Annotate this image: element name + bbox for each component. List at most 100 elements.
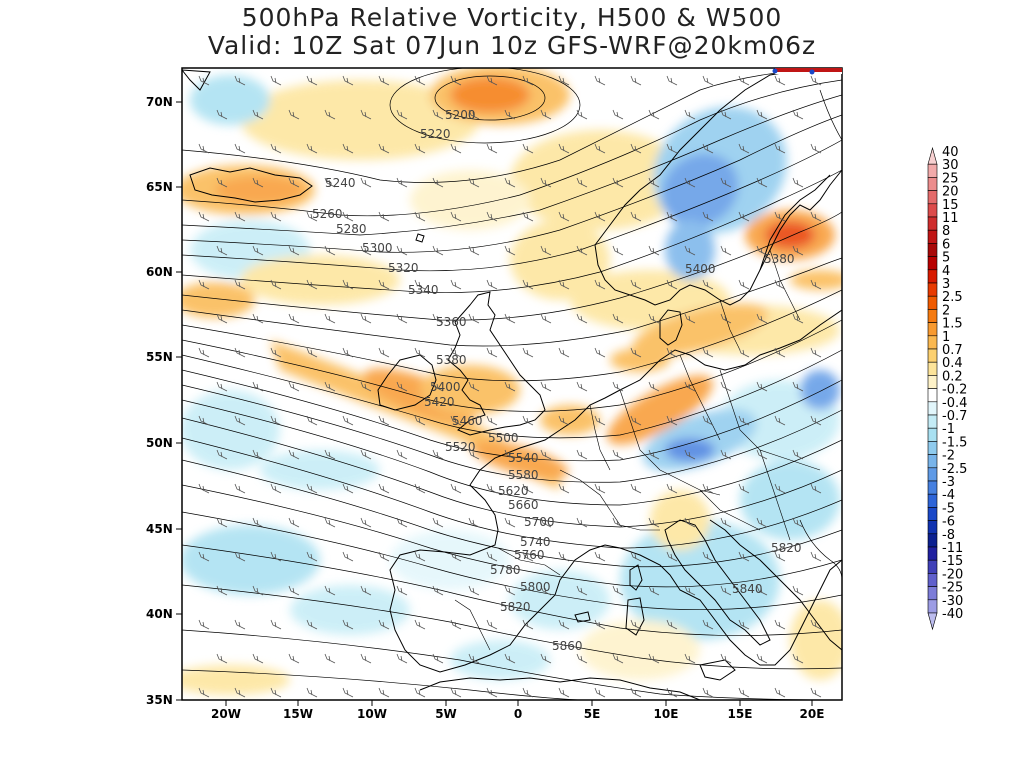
wind-barb	[234, 415, 246, 426]
coast-scandinavia	[594, 69, 842, 306]
wind-barb	[468, 449, 480, 460]
colorbar-label: 1.5	[942, 317, 963, 332]
wind-barb	[702, 551, 714, 562]
wind-barb	[270, 75, 282, 86]
colorbar-swatch	[927, 480, 938, 495]
longitude-tick-label: 15W	[283, 707, 313, 721]
wind-barb	[702, 75, 714, 86]
colorbar-swatch	[927, 559, 938, 574]
wind-barb	[756, 449, 768, 460]
wind-barb	[288, 177, 300, 188]
wind-barb	[360, 109, 372, 120]
contour-label: 5460	[452, 414, 483, 428]
colorbar-swatch	[927, 612, 938, 631]
wind-barb	[612, 245, 624, 256]
wind-barb	[432, 313, 444, 324]
colorbar-swatch	[927, 243, 938, 257]
wind-barb	[738, 483, 750, 494]
wind-barb	[486, 347, 498, 358]
wind-barb	[540, 177, 552, 188]
wind-barb	[558, 143, 570, 154]
wind-barb	[504, 109, 516, 120]
contour-label: 5860	[552, 639, 583, 653]
wind-barb	[594, 415, 606, 426]
wind-barb	[630, 483, 642, 494]
wind-barb	[198, 415, 210, 426]
contour-label: 5820	[771, 541, 802, 555]
wind-barb	[810, 347, 822, 358]
wind-barb	[342, 347, 354, 358]
wind-barb	[756, 245, 768, 256]
contour-label: 5660	[508, 498, 539, 512]
wind-barb	[684, 245, 696, 256]
contour-label: 5700	[524, 515, 555, 529]
wind-barb	[576, 585, 588, 596]
country-borders	[454, 249, 821, 651]
wind-barb	[684, 585, 696, 596]
wind-barb	[612, 585, 624, 596]
wind-barb	[648, 585, 660, 596]
contour-label: 5200	[445, 108, 476, 122]
contour-label: 5380	[764, 252, 795, 266]
wind-barb	[612, 653, 624, 664]
wind-barb	[684, 109, 696, 120]
wind-barb	[378, 687, 390, 698]
wind-barb	[396, 585, 408, 596]
wind-barb	[522, 619, 534, 630]
longitude-tick-label: 15E	[728, 707, 753, 721]
wind-barb	[702, 415, 714, 426]
height-contours	[182, 68, 842, 700]
wind-barb	[630, 687, 642, 698]
wind-barb	[216, 109, 228, 120]
wind-barb	[738, 75, 750, 86]
wind-barb	[252, 449, 264, 460]
latitude-tick-label: 50N	[146, 436, 173, 450]
wind-barb	[216, 449, 228, 460]
wind-barb	[414, 551, 426, 562]
wind-barb	[594, 687, 606, 698]
wind-barb	[486, 483, 498, 494]
latitude-tick-label: 40N	[146, 607, 173, 621]
wind-barb	[378, 483, 390, 494]
wind-barb	[540, 245, 552, 256]
wind-barb	[468, 245, 480, 256]
wind-barb	[738, 551, 750, 562]
wind-barb	[558, 619, 570, 630]
coast-france-spain	[389, 429, 842, 673]
wind-barb	[702, 279, 714, 290]
wind-barb	[270, 619, 282, 630]
coast-north-africa	[419, 677, 701, 700]
wind-barb	[342, 211, 354, 222]
wind-barb	[540, 585, 552, 596]
coast-sardinia	[625, 597, 645, 636]
wind-barb	[756, 381, 768, 392]
colorbar-swatch	[927, 216, 938, 231]
wind-barb	[792, 109, 804, 120]
wind-barb	[342, 619, 354, 630]
wind-barb	[324, 245, 336, 256]
contour-label: 5340	[408, 283, 439, 297]
colorbar-swatch	[927, 467, 938, 482]
wind-barb	[468, 517, 480, 528]
colorbar-swatch	[927, 177, 938, 191]
wind-barb	[594, 619, 606, 630]
longitude-tick-label: 10W	[357, 707, 387, 721]
contour-label: 5580	[508, 468, 539, 482]
wind-barb	[252, 245, 264, 256]
contour-label: 5220	[420, 127, 451, 141]
wind-barb	[432, 109, 444, 120]
wind-barb	[468, 313, 480, 324]
wind-barb	[342, 687, 354, 698]
colorbar-swatch	[927, 322, 938, 337]
wind-barb	[504, 381, 516, 392]
wind-barb	[288, 449, 300, 460]
wind-barb	[252, 313, 264, 324]
colorbar-swatch	[927, 163, 938, 178]
colorbar-swatch	[927, 348, 938, 363]
wind-barb	[198, 483, 210, 494]
wind-barb	[756, 313, 768, 324]
wind-barb	[414, 143, 426, 154]
wind-barb	[216, 517, 228, 528]
wind-barb	[522, 211, 534, 222]
wind-barb	[810, 687, 822, 698]
